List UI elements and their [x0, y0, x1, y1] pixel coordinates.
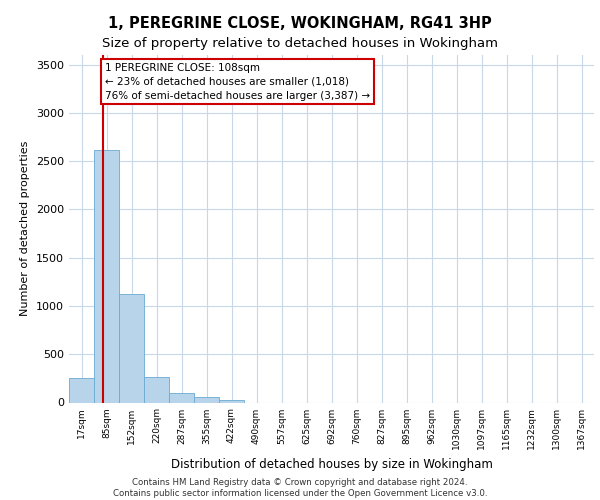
Bar — [69, 378, 94, 402]
Bar — [144, 377, 169, 402]
X-axis label: Distribution of detached houses by size in Wokingham: Distribution of detached houses by size … — [170, 458, 493, 471]
Text: 1, PEREGRINE CLOSE, WOKINGHAM, RG41 3HP: 1, PEREGRINE CLOSE, WOKINGHAM, RG41 3HP — [108, 16, 492, 31]
Y-axis label: Number of detached properties: Number of detached properties — [20, 141, 31, 316]
Bar — [194, 397, 219, 402]
Text: Contains HM Land Registry data © Crown copyright and database right 2024.
Contai: Contains HM Land Registry data © Crown c… — [113, 478, 487, 498]
Bar — [94, 150, 119, 402]
Bar — [219, 400, 244, 402]
Text: Size of property relative to detached houses in Wokingham: Size of property relative to detached ho… — [102, 38, 498, 51]
Bar — [119, 294, 144, 403]
Text: 1 PEREGRINE CLOSE: 108sqm
← 23% of detached houses are smaller (1,018)
76% of se: 1 PEREGRINE CLOSE: 108sqm ← 23% of detac… — [105, 62, 370, 100]
Bar — [169, 393, 194, 402]
